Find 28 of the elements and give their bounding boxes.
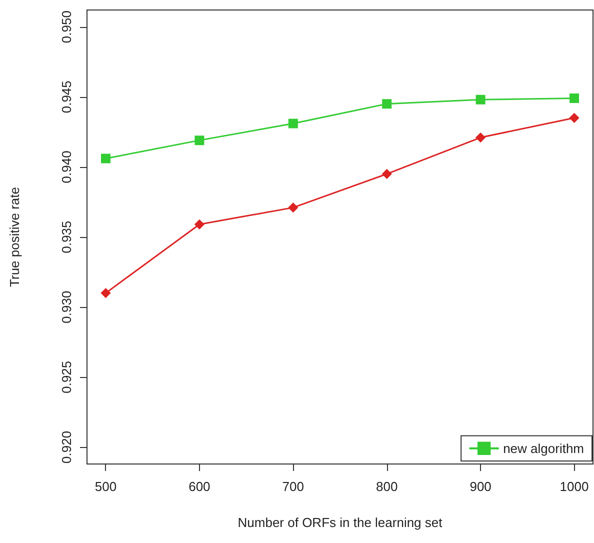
x-tick-label: 600: [188, 479, 210, 494]
point: [288, 202, 298, 212]
point: [382, 99, 392, 109]
x-axis-title: Number of ORFs in the learning set: [238, 515, 443, 530]
point: [570, 113, 580, 123]
x-tick-label: 1000: [560, 479, 589, 494]
legend-label: new algorithm: [503, 440, 584, 456]
point: [100, 154, 110, 164]
y-tick-label: 0.950: [59, 10, 74, 44]
point: [570, 94, 580, 104]
x-tick-label: 700: [282, 479, 304, 494]
x-tick-label: 900: [470, 479, 492, 494]
point: [100, 288, 110, 298]
y-tick-label: 0.930: [59, 290, 74, 324]
y-tick-label: 0.925: [59, 360, 74, 394]
point: [194, 136, 204, 146]
point: [476, 94, 486, 104]
x-tick-label: 500: [94, 479, 117, 494]
point: [288, 118, 298, 128]
y-tick-label: 0.945: [59, 80, 74, 114]
point: [382, 169, 392, 179]
point: [476, 132, 486, 142]
point: [194, 220, 204, 230]
y-axis-title: True positive rate: [7, 187, 22, 287]
y-tick-label: 0.920: [59, 430, 74, 464]
y-tick-label: 0.935: [59, 220, 74, 254]
x-tick-label: 800: [376, 479, 398, 494]
y-tick-label: 0.940: [59, 150, 74, 184]
